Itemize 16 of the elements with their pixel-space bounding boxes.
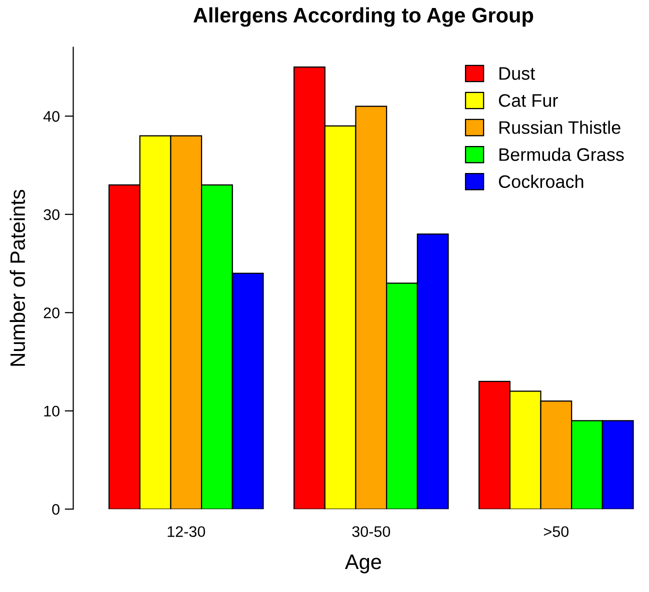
chart-title: Allergens According to Age Group [193,7,534,27]
x-tick-label: 12-30 [168,526,206,538]
y-tick-label: 20 [44,307,60,318]
legend-label: Bermuda Grass [500,148,624,161]
y-tick-label: 10 [44,406,60,417]
x-tick-label: 30-50 [352,526,390,538]
y-tick-label: 30 [44,209,60,220]
legend-label: Dust [500,67,536,80]
y-tick-label: 0 [52,504,60,515]
x-tick-label: >50 [544,526,569,538]
legend-label: Russian Thistle [500,120,620,134]
legend-label: Cockroach [498,174,584,188]
y-axis-title: Number of Pateints [10,190,26,366]
y-tick-label: 40 [43,111,60,122]
legend-label: Cat Fur [498,94,558,107]
x-axis-title: Age [344,554,382,574]
